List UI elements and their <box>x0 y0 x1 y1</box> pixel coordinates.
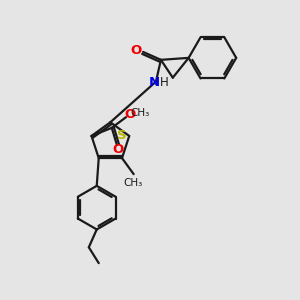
Text: H: H <box>160 76 168 89</box>
Text: S: S <box>118 130 127 142</box>
Text: CH₃: CH₃ <box>130 108 149 118</box>
Text: O: O <box>130 44 142 57</box>
Text: CH₃: CH₃ <box>123 178 142 188</box>
Text: N: N <box>148 76 160 89</box>
Text: O: O <box>124 108 136 121</box>
Text: O: O <box>112 143 124 156</box>
